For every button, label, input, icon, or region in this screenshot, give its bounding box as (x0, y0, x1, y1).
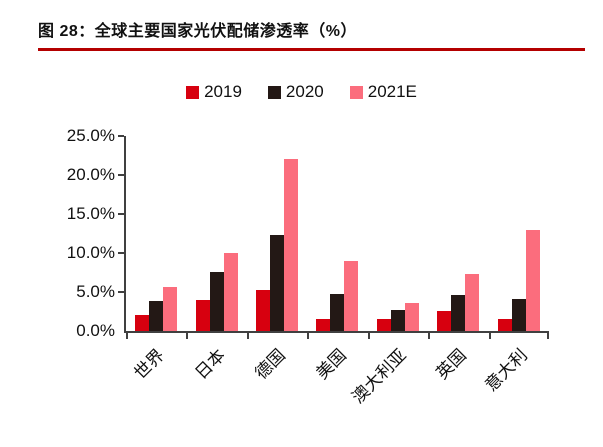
x-axis-category-label: 英国 (432, 345, 471, 384)
bar-2020-日本 (209, 272, 224, 331)
x-axis-tick-mark (186, 333, 189, 339)
x-axis-tick-mark (428, 333, 431, 339)
bar-group-英国 (428, 136, 488, 331)
x-axis-tick-mark (246, 333, 249, 339)
bar-2019-澳大利亚 (376, 319, 391, 331)
legend-label: 2020 (285, 82, 324, 101)
x-axis-tick-mark (126, 333, 128, 339)
bar-2021E-澳大利亚 (404, 303, 419, 331)
bar-2021E-意大利 (525, 230, 540, 331)
bar-group-德国 (247, 136, 307, 331)
x-axis-tick-mark (367, 333, 370, 339)
bar-group-美国 (307, 136, 367, 331)
y-axis-tick-mark (118, 291, 124, 293)
bar-2019-意大利 (497, 319, 512, 331)
y-axis-tick-label: 5.0% (76, 282, 115, 301)
legend-item-2021E: 2021E (349, 82, 417, 102)
bar-2019-英国 (437, 311, 452, 331)
figure-title: 图 28：全球主要国家光伏配储渗透率（%） (38, 23, 357, 40)
legend-item-2019: 2019 (186, 82, 242, 102)
bar-group-日本 (186, 136, 246, 331)
y-axis-tick-label: 0.0% (76, 321, 115, 340)
y-axis-tick-mark (118, 252, 124, 254)
x-axis-tick-mark (547, 333, 549, 339)
bar-2021E-日本 (223, 253, 238, 331)
bar-2020-世界 (149, 301, 164, 331)
figure-header: 图 28：全球主要国家光伏配储渗透率（%） (38, 17, 585, 41)
bar-group-意大利 (489, 136, 549, 331)
legend-label: 2019 (204, 82, 242, 101)
bar-chart-plot-area: 世界 日本 德国 美国 澳大利亚 英国 意大利 25.0% 20.0% 15.0% 10.0% 5.… (67, 126, 549, 407)
bar-2020-德国 (270, 235, 285, 331)
bar-2021E-英国 (465, 274, 480, 331)
bar-group-世界 (126, 136, 186, 331)
bar-2020-美国 (330, 294, 345, 331)
bar-groups (126, 136, 549, 331)
x-axis-category-label: 澳大利亚 (348, 345, 410, 408)
legend-swatch-icon (349, 85, 363, 99)
bar-2019-日本 (195, 300, 210, 331)
x-axis-category-label: 美国 (311, 345, 350, 384)
x-axis-category-label: 世界 (130, 345, 169, 384)
y-axis-tick-mark (118, 174, 124, 176)
y-axis-tick-mark (118, 213, 124, 215)
bar-2019-德国 (256, 290, 271, 331)
bar-2019-世界 (135, 315, 150, 331)
legend-label: 2021E (367, 82, 417, 101)
bar-2021E-美国 (344, 261, 359, 331)
bar-2019-美国 (316, 319, 331, 331)
bar-2020-意大利 (511, 299, 526, 331)
y-axis-tick-mark (118, 135, 124, 137)
y-axis-tick-label: 20.0% (66, 165, 115, 184)
x-axis-category-label: 意大利 (481, 345, 531, 396)
bar-2021E-德国 (284, 159, 299, 331)
legend-item-2020: 2020 (267, 82, 324, 102)
bar-2020-英国 (451, 295, 466, 331)
x-axis-tick-mark (307, 333, 310, 339)
y-axis-tick-label: 10.0% (66, 243, 115, 262)
y-axis-tick-label: 15.0% (66, 204, 115, 223)
y-axis-tick-label: 25.0% (66, 126, 115, 145)
legend-swatch-icon (267, 85, 281, 99)
x-axis-category-label: 日本 (191, 345, 229, 384)
x-axis-tick-mark (488, 333, 491, 339)
bar-group-澳大利亚 (368, 136, 428, 331)
legend-swatch-icon (186, 85, 200, 99)
title-underline (38, 48, 585, 51)
x-axis-labels: 世界 日本 德国 美国 澳大利亚 英国 意大利 (126, 331, 549, 426)
bar-2020-澳大利亚 (390, 310, 405, 331)
x-axis-category-label: 德国 (251, 345, 290, 384)
bar-2021E-世界 (163, 287, 178, 331)
chart-legend: 2019 2020 2021E (0, 82, 603, 102)
